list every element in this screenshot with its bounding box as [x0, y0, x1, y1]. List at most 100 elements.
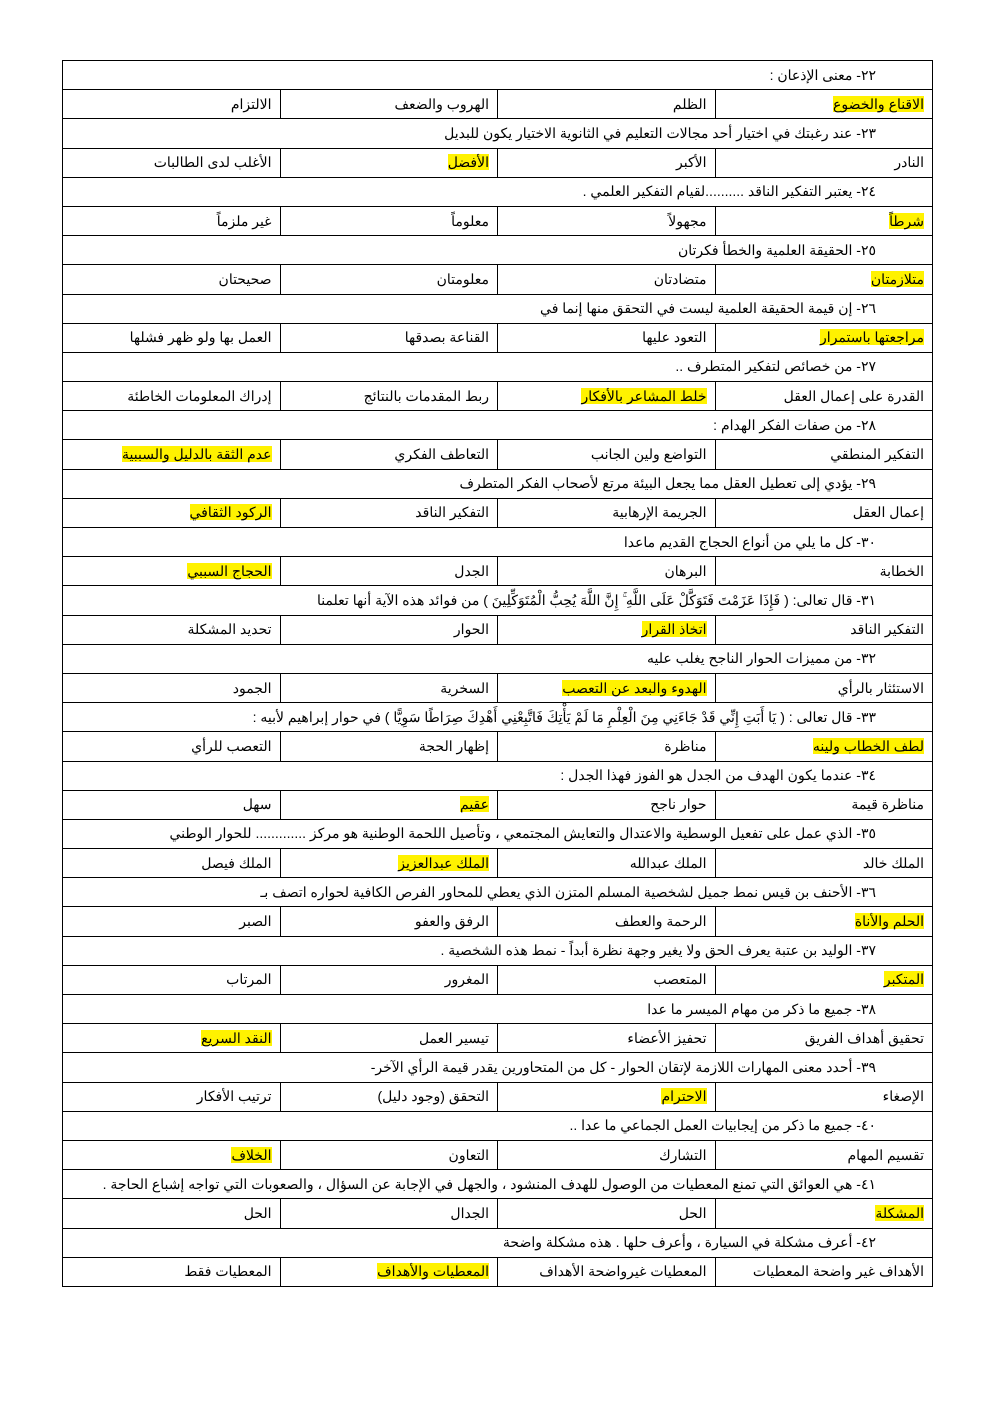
option-cell: الاقناع والخضوع: [714, 89, 933, 120]
option-cell: الاحترام: [497, 1081, 716, 1112]
option-cell: مجهولاً: [497, 205, 716, 237]
option-cell: التفكير الناقد: [714, 614, 933, 645]
question-text: ٢٥- الحقيقة العلمية والخطأ فكرتان: [62, 235, 933, 266]
option-cell: الظلم: [497, 89, 716, 120]
option-text: العمل بها ولو ظهر فشلها: [129, 329, 272, 346]
option-cell: مراجعتها باستمرار: [714, 322, 933, 353]
option-cell: النادر: [714, 147, 933, 178]
question-row: ٢٧- من خصائص لتفكير المتطرف ..: [62, 351, 933, 383]
option-cell: العمل بها ولو ظهر فشلها: [62, 322, 281, 353]
options-row: تحقيق أهداف الفريق تحفيز الأعضاء تيسير الع…: [62, 1023, 933, 1054]
option-text: معلومتان: [436, 270, 489, 287]
question-row: ٢٥- الحقيقة العلمية والخطأ فكرتان: [62, 235, 933, 266]
option-text: الاستئثار بالرأي: [837, 679, 924, 696]
option-cell: الملك عبدالله: [497, 848, 716, 879]
quiz-table: ٢٢- معنى الإذعان : الاقناع والخضوع الظلم ال…: [62, 59, 933, 1287]
question-row: ٢٩- يؤدي إلى تعطيل العقل مما يجعل البيئة…: [62, 468, 933, 499]
question-row: ٣٧- الوليد بن عتبة يعرف الحق ولا يغير وج…: [62, 935, 933, 966]
option-cell: المتكبر: [714, 964, 933, 996]
option-text: الرفق والعفو: [414, 913, 489, 930]
option-text: الحل: [243, 1204, 272, 1221]
correct-answer-highlight: خلط المشاعر بالأفكار: [581, 387, 707, 404]
correct-answer-highlight: الهدوء والبعد عن التعصب: [562, 679, 707, 696]
correct-answer-highlight: الأفضل: [447, 154, 489, 171]
options-row: المتكبر المتعصب المغرور المرتاب: [62, 964, 933, 996]
options-row: التفكير الناقد اتخاذ القرار الحوار تحديد ال…: [62, 614, 933, 645]
options-row: لطف الخطاب ولينه مناظرة إظهار الحجة التعصب …: [62, 731, 933, 762]
option-cell: المرتاب: [62, 964, 281, 996]
option-text: البرهان: [664, 562, 707, 579]
option-text: التواضع ولين الجانب: [590, 446, 707, 463]
option-cell: مناظرة: [497, 731, 716, 762]
options-row: التفكير المنطقي التواضع ولين الجانب التعاط…: [62, 439, 933, 470]
option-cell: سهل: [62, 789, 281, 820]
option-text: الظلم: [672, 95, 707, 112]
options-row: مراجعتها باستمرار التعود عليها القناعة بصد…: [62, 322, 933, 353]
option-cell: إدراك المعلومات الخاطئة: [62, 381, 281, 412]
option-text: تحفيز الأعضاء: [627, 1029, 707, 1046]
option-text: المغرور: [444, 971, 489, 988]
option-text: الملك فيصل: [201, 854, 272, 871]
question-text: ٢٤- يعتبر التفكير الناقد ..........لقيام…: [62, 176, 933, 207]
option-cell: الأغلب لدى الطالبات: [62, 147, 281, 178]
options-row: الإصغاء الاحترام التحقق (وجود دليل) ترتيب ا…: [62, 1081, 933, 1112]
option-text: السخرية: [440, 679, 489, 696]
option-text: التفكير المنطقي: [830, 446, 924, 463]
option-text: الرحمة والعطف: [614, 913, 707, 930]
options-row: مناظرة قيمة حوار ناجح عقيم سهل: [62, 789, 933, 820]
option-cell: التعاون: [279, 1139, 498, 1171]
option-cell: الحل: [62, 1198, 281, 1229]
question-row: ٤١- هي العوائق التي تمنع المعطيات من الو…: [62, 1169, 933, 1200]
option-cell: معلوماً: [279, 205, 498, 237]
correct-answer-highlight: الحجاج السببي: [187, 562, 272, 579]
correct-answer-highlight: شرطاً: [889, 212, 924, 229]
option-text: المعطيات فقط: [184, 1263, 272, 1280]
option-text: تحديد المشكلة: [187, 621, 272, 638]
options-row: النادر الأكبر الأفضل الأغلب لدى الطالبات: [62, 147, 933, 178]
option-text: التعصب للرأي: [191, 737, 272, 754]
option-text: متضادتان: [653, 270, 707, 287]
option-cell: ربط المقدمات بالنتائج: [279, 381, 498, 412]
option-text: حوار ناجح: [650, 796, 707, 813]
correct-answer-highlight: الركود الثقافي: [189, 504, 272, 521]
option-cell: الحوار: [279, 614, 498, 645]
correct-answer-highlight: المشكلة: [875, 1204, 924, 1221]
option-cell: الأهداف غير واضحة المعطيات: [714, 1256, 933, 1287]
correct-answer-highlight: الخلاف: [231, 1146, 272, 1163]
question-text: ٢٧- من خصائص لتفكير المتطرف ..: [62, 351, 933, 383]
option-cell: النقد السريع: [62, 1023, 281, 1054]
question-text: ٣١- قال تعالى: ( فَإِذَا عَزَمْتَ فَتَوَ…: [62, 585, 933, 616]
question-text: ٣٨- جميع ما ذكر من مهام الميسر ما عدا: [62, 993, 933, 1025]
option-cell: الجريمة الإرهابية: [497, 497, 716, 529]
option-text: مجهولاً: [668, 212, 707, 229]
option-text: غير ملزماً: [216, 212, 272, 229]
option-cell: القناعة بصدقها: [279, 322, 498, 353]
option-cell: التشارك: [497, 1139, 716, 1171]
question-row: ٣٨- جميع ما ذكر من مهام الميسر ما عدا: [62, 993, 933, 1025]
option-cell: المشكلة: [714, 1198, 933, 1229]
option-text: ترتيب الأفكار: [196, 1088, 272, 1105]
option-text: معلوماً: [451, 212, 489, 229]
option-cell: الجدل: [279, 556, 498, 587]
question-row: ٣٠- كل ما يلي من أنواع الحجاج القديم ماع…: [62, 526, 933, 558]
question-row: ٣٥- الذي عمل على تفعيل الوسطية والاعتدال…: [62, 818, 933, 850]
option-cell: تحفيز الأعضاء: [497, 1023, 716, 1054]
correct-answer-highlight: النقد السريع: [201, 1029, 272, 1046]
options-row: المشكلة الحل الجدال الحل: [62, 1198, 933, 1229]
option-cell: الأفضل: [279, 147, 498, 178]
option-text: مناظرة: [664, 737, 707, 754]
option-cell: الهروب والضعف: [279, 89, 498, 120]
option-cell: خلط المشاعر بالأفكار: [497, 381, 716, 412]
option-cell: شرطاً: [714, 205, 933, 237]
question-text: ٣٠- كل ما يلي من أنواع الحجاج القديم ماع…: [62, 526, 933, 558]
question-text: ٣٦- الأحنف بن قيس نمط جميل لشخصية المسلم…: [62, 877, 933, 908]
question-row: ٢٣- عند رغبتك في اختيار أحد مجالات التعل…: [62, 118, 933, 149]
option-cell: الهدوء والبعد عن التعصب: [497, 672, 716, 704]
correct-answer-highlight: الاقناع والخضوع: [833, 95, 924, 112]
option-text: إدراك المعلومات الخاطئة: [127, 387, 272, 404]
option-cell: الجمود: [62, 672, 281, 704]
option-cell: مناظرة قيمة: [714, 789, 933, 820]
option-cell: الخلاف: [62, 1139, 281, 1171]
option-text: الملك عبدالله: [629, 854, 707, 871]
option-text: صحيحتان: [218, 270, 272, 287]
